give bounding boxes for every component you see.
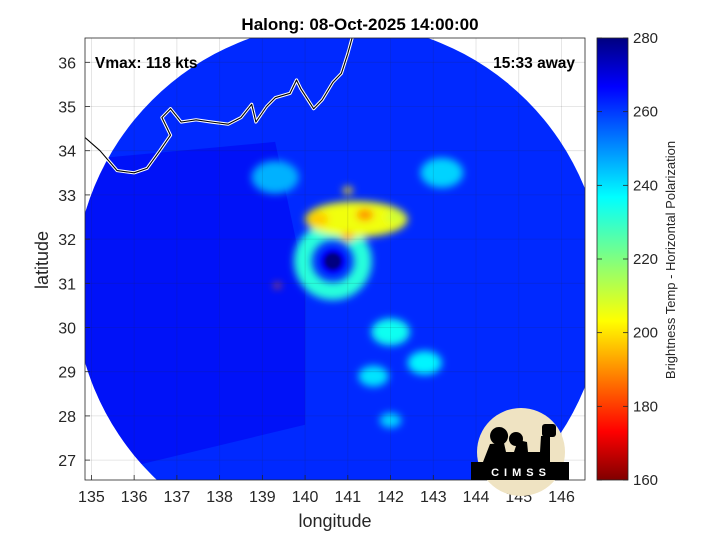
colorbar-tick-label: 280 bbox=[633, 30, 658, 47]
y-tick-label: 31 bbox=[58, 276, 76, 293]
colorbar-tick-label: 260 bbox=[633, 104, 658, 121]
y-tick-label: 33 bbox=[58, 188, 76, 205]
eye-core bbox=[324, 252, 342, 270]
logo-banner bbox=[471, 462, 569, 480]
colorbar-tick-label: 220 bbox=[633, 251, 658, 268]
grid bbox=[85, 38, 585, 480]
y-tick-label: 27 bbox=[58, 453, 76, 470]
y-tick-label: 36 bbox=[58, 55, 76, 72]
plot-area bbox=[85, 38, 585, 480]
x-tick-label: 137 bbox=[164, 489, 191, 506]
cell bbox=[342, 186, 353, 195]
chart-title: Halong: 08-Oct-2025 14:00:00 bbox=[241, 15, 478, 34]
outer-band bbox=[420, 157, 464, 188]
eye-layer bbox=[320, 249, 345, 274]
x-tick-label: 142 bbox=[377, 489, 404, 506]
outer-band bbox=[379, 412, 402, 428]
colorbar-tick-label: 200 bbox=[633, 325, 658, 342]
y-axis: 27 28 29 30 31 32 33 34 35 36 bbox=[58, 55, 90, 470]
logo-text: CIMSS bbox=[491, 467, 551, 479]
colorbar-tick-label: 160 bbox=[633, 472, 658, 489]
logo-silhouette bbox=[483, 436, 548, 462]
colorbar-tick-label: 180 bbox=[633, 398, 658, 415]
cell bbox=[386, 211, 404, 223]
x-tick-label: 144 bbox=[463, 489, 490, 506]
axes-frame bbox=[84, 37, 586, 481]
outer-band bbox=[251, 160, 299, 194]
colorbar-label: Brightness Temp - Horizontal Polarizatio… bbox=[663, 141, 678, 379]
y-tick-label: 32 bbox=[58, 232, 76, 249]
cell bbox=[307, 211, 329, 227]
x-tick-label: 135 bbox=[78, 489, 105, 506]
x-tick-label: 143 bbox=[420, 489, 447, 506]
outer-band bbox=[371, 318, 410, 346]
swath-sector bbox=[85, 141, 306, 478]
y-tick-label: 34 bbox=[58, 144, 76, 161]
x-tick-label: 140 bbox=[292, 489, 319, 506]
x-tick-label: 139 bbox=[249, 489, 276, 506]
x-tick-label: 138 bbox=[206, 489, 233, 506]
water-tower-icon bbox=[542, 424, 556, 437]
y-tick-label: 35 bbox=[58, 100, 76, 117]
cell bbox=[273, 283, 281, 288]
x-tick-label: 141 bbox=[334, 489, 361, 506]
x-tick-label: 146 bbox=[548, 489, 575, 506]
rainband bbox=[305, 201, 408, 238]
cimss-logo: CIMSS bbox=[471, 408, 569, 496]
y-tick-label: 29 bbox=[58, 365, 76, 382]
coastline bbox=[85, 38, 353, 174]
colorbar-ticks: 160 180 200 220 240 260 280 bbox=[597, 30, 658, 489]
x-axis-label: longitude bbox=[298, 511, 371, 531]
x-tick-label: 136 bbox=[121, 489, 148, 506]
y-axis-label: latitude bbox=[32, 231, 52, 289]
y-tick-label: 28 bbox=[58, 409, 76, 426]
colorbar-tick-label: 240 bbox=[633, 177, 658, 194]
outer-band bbox=[407, 350, 442, 375]
y-tick-label: 30 bbox=[58, 321, 76, 338]
vmax-annotation: Vmax: 118 kts bbox=[95, 55, 198, 72]
time-away-annotation: 15:33 away bbox=[493, 55, 575, 72]
rain-features bbox=[251, 157, 464, 428]
cell bbox=[356, 208, 374, 221]
outer-band bbox=[358, 365, 389, 387]
cell bbox=[341, 232, 355, 242]
